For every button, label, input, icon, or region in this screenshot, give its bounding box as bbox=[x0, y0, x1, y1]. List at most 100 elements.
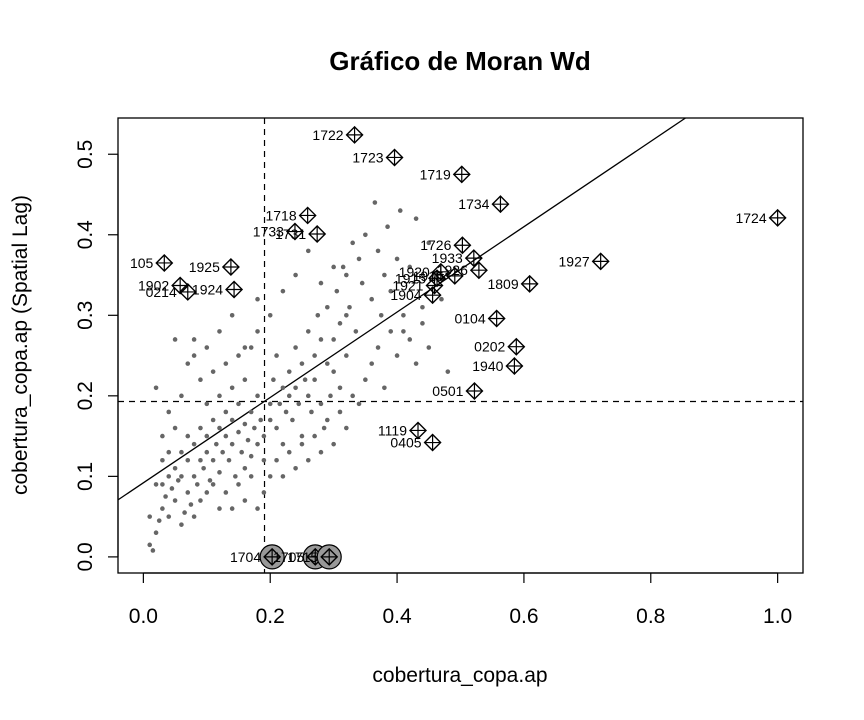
data-point bbox=[179, 393, 184, 399]
data-point bbox=[309, 409, 314, 415]
influential-point: 1809 bbox=[487, 274, 539, 293]
influential-point-label: 1722 bbox=[312, 127, 343, 143]
data-point bbox=[274, 457, 279, 463]
data-point bbox=[258, 417, 264, 423]
data-point bbox=[198, 377, 203, 383]
data-point bbox=[280, 288, 286, 294]
data-point bbox=[198, 425, 203, 431]
data-point bbox=[160, 457, 165, 463]
data-point bbox=[166, 449, 172, 455]
influential-point-label: 1723 bbox=[352, 149, 383, 165]
influential-point: 1724 bbox=[735, 208, 787, 227]
data-point bbox=[172, 466, 178, 471]
influential-point-label: 0214 bbox=[146, 284, 177, 300]
influential-point: 1726 bbox=[420, 236, 472, 255]
data-point bbox=[299, 433, 305, 439]
x-tick-label: 0.2 bbox=[256, 605, 285, 628]
data-point bbox=[191, 514, 197, 519]
chart-title: Gráfico de Moran Wd bbox=[329, 46, 590, 76]
data-point bbox=[204, 345, 210, 350]
data-point bbox=[325, 417, 330, 423]
data-point bbox=[242, 498, 248, 503]
y-axis-label: cobertura_copa.ap (Spatial Lag) bbox=[9, 195, 32, 495]
data-point bbox=[283, 409, 289, 415]
influential-point-label: 1809 bbox=[487, 276, 518, 292]
data-point bbox=[248, 345, 254, 350]
data-point bbox=[147, 514, 153, 519]
influential-point-label: 1927 bbox=[559, 253, 590, 269]
data-point bbox=[156, 518, 162, 523]
data-point bbox=[420, 304, 425, 310]
influential-point-label: 1705 bbox=[273, 549, 304, 565]
influential-point-label: 1715 bbox=[287, 549, 318, 565]
data-point bbox=[302, 377, 308, 383]
data-point bbox=[350, 240, 355, 246]
data-point bbox=[169, 486, 175, 491]
data-point bbox=[382, 385, 387, 391]
data-point bbox=[375, 248, 381, 254]
data-point bbox=[172, 498, 178, 503]
data-point bbox=[321, 425, 327, 431]
data-point bbox=[296, 401, 302, 407]
data-point bbox=[217, 393, 222, 399]
data-point bbox=[147, 542, 153, 548]
y-tick-label: 0.3 bbox=[74, 301, 97, 330]
data-point bbox=[293, 466, 298, 471]
data-point bbox=[255, 296, 260, 302]
data-point bbox=[160, 433, 165, 439]
data-point bbox=[328, 393, 333, 399]
data-point bbox=[182, 510, 187, 515]
data-point bbox=[217, 470, 222, 475]
influential-point-label: 0501 bbox=[432, 383, 463, 399]
influential-point: 1915 bbox=[395, 269, 447, 288]
data-point bbox=[369, 361, 375, 366]
influential-point: 0104 bbox=[454, 309, 506, 328]
data-point bbox=[318, 280, 324, 286]
influential-point: 1924 bbox=[192, 280, 244, 299]
data-point bbox=[242, 377, 248, 383]
data-point bbox=[305, 457, 311, 463]
data-point bbox=[204, 433, 210, 439]
influential-point: 0214 bbox=[146, 282, 197, 301]
x-tick-label: 0.4 bbox=[382, 605, 412, 628]
data-point bbox=[293, 272, 298, 278]
data-point bbox=[413, 361, 419, 366]
data-point bbox=[299, 361, 305, 366]
influential-point: 1715 bbox=[287, 544, 342, 570]
data-point bbox=[407, 337, 413, 342]
data-point bbox=[191, 353, 197, 358]
influential-point: 0202 bbox=[474, 337, 526, 356]
data-point bbox=[267, 417, 273, 423]
influential-point-label: 1724 bbox=[735, 210, 766, 226]
data-point bbox=[150, 548, 156, 553]
influential-point-label: 1704 bbox=[230, 549, 261, 565]
data-point bbox=[255, 441, 260, 447]
data-point bbox=[267, 401, 273, 407]
data-point bbox=[214, 441, 219, 447]
data-point bbox=[305, 393, 311, 399]
data-point bbox=[318, 449, 324, 455]
data-point bbox=[172, 337, 178, 342]
data-point bbox=[179, 522, 184, 527]
data-point bbox=[334, 288, 340, 294]
influential-point-label: 1119 bbox=[378, 422, 407, 438]
data-point bbox=[261, 433, 267, 439]
data-point bbox=[439, 296, 444, 302]
influential-point-label: 1718 bbox=[265, 207, 296, 223]
x-axis: 0.0 0.2 0.4 0.6 0.8 1.0 bbox=[129, 572, 792, 628]
data-point bbox=[188, 502, 194, 507]
data-point bbox=[286, 369, 292, 374]
data-point bbox=[344, 272, 349, 278]
influential-point-label: 1734 bbox=[458, 196, 489, 212]
data-point bbox=[223, 361, 229, 366]
data-point bbox=[286, 449, 292, 455]
y-tick-label: 0.1 bbox=[74, 462, 97, 491]
data-point bbox=[255, 506, 260, 511]
data-point bbox=[277, 401, 283, 407]
data-point bbox=[242, 421, 248, 427]
data-point bbox=[239, 449, 244, 455]
data-point bbox=[210, 369, 216, 374]
influential-point-label: 1904 bbox=[390, 287, 421, 303]
data-point bbox=[207, 478, 213, 483]
